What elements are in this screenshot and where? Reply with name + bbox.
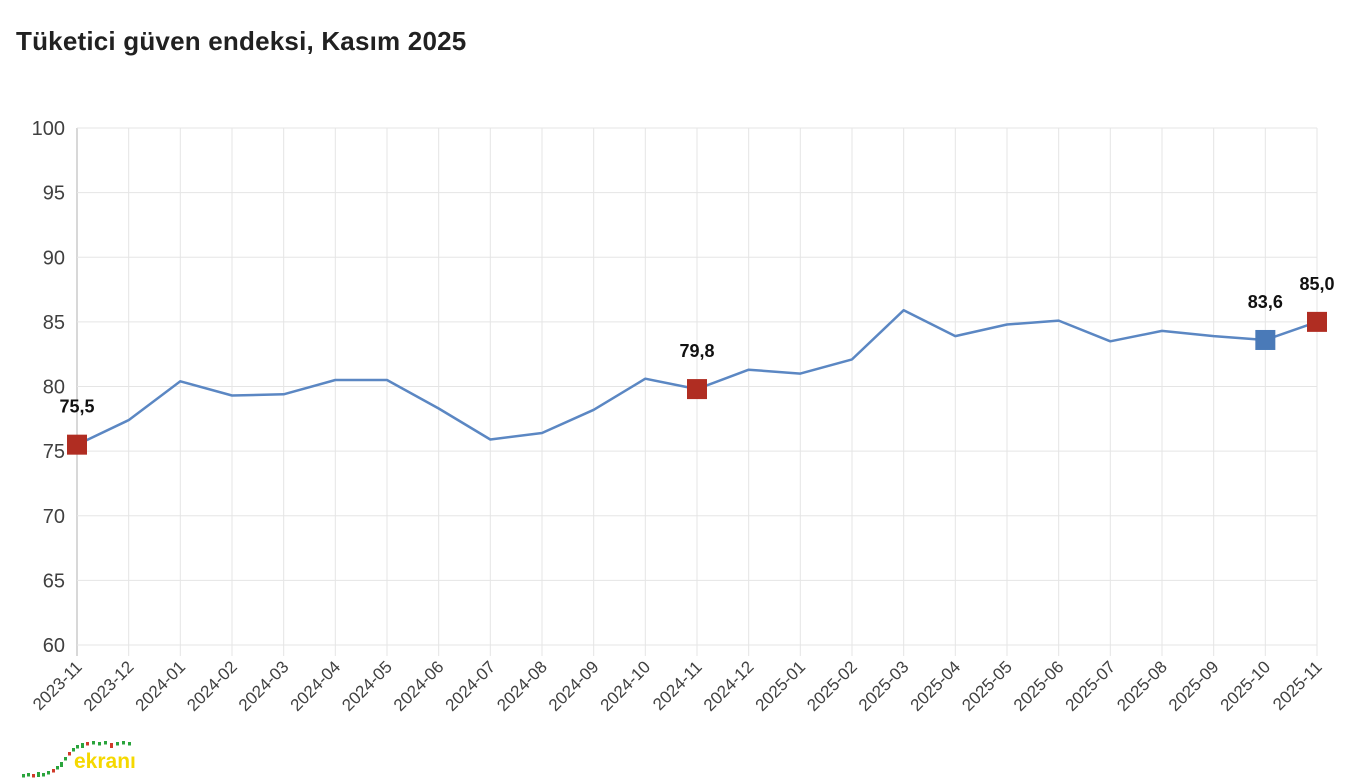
- x-tick-label: 2024-08: [493, 657, 551, 715]
- logo-candle-dot: [92, 741, 95, 745]
- logo-candle-dot: [32, 774, 35, 778]
- logo-candle-dot: [47, 771, 50, 775]
- x-tick-label: 2024-12: [700, 657, 758, 715]
- x-tick-label: 2025-01: [752, 657, 810, 715]
- logo-candle-dot: [64, 757, 67, 761]
- x-tick-label: 2024-02: [183, 657, 241, 715]
- y-tick-label: 70: [43, 506, 65, 528]
- logo-candle-dot: [37, 772, 40, 777]
- x-tick-label: 2024-10: [597, 657, 655, 715]
- logo-text: ekranı: [74, 750, 136, 773]
- data-point-marker[interactable]: [687, 379, 707, 400]
- x-tick-label: 2024-09: [545, 657, 603, 715]
- logo-candle-dot: [81, 743, 84, 748]
- x-tick-label: 2025-03: [855, 657, 913, 715]
- x-tick-label: 2023-12: [80, 657, 138, 715]
- x-tick-label: 2024-01: [132, 657, 190, 715]
- data-point-label: 85,0: [1299, 274, 1334, 294]
- y-tick-label: 65: [43, 570, 65, 592]
- y-tick-label: 100: [32, 118, 65, 140]
- y-tick-label: 95: [43, 183, 65, 205]
- x-tick-label: 2025-09: [1165, 657, 1223, 715]
- watermark-logo: ekranı: [16, 736, 276, 778]
- logo-candle-dot: [42, 773, 45, 777]
- logo-candle-dot: [128, 742, 131, 746]
- logo-candle-dot: [72, 748, 75, 752]
- x-tick-label: 2025-11: [1269, 657, 1326, 714]
- data-point-marker[interactable]: [1255, 329, 1276, 350]
- logo-candle-dot: [68, 752, 71, 756]
- page-title: Tüketici güven endeksi, Kasım 2025: [16, 26, 467, 56]
- logo-candlestick-icon: ekranı: [22, 741, 136, 778]
- x-tick-label: 2025-04: [907, 657, 965, 715]
- logo-candle-dot: [52, 769, 55, 773]
- logo-candle-dot: [86, 742, 89, 746]
- logo-candle-dot: [98, 742, 101, 746]
- y-tick-label: 75: [43, 441, 65, 463]
- x-tick-label: 2025-08: [1113, 657, 1171, 715]
- logo-candle-dot: [56, 766, 59, 770]
- data-point-label: 75,5: [59, 397, 94, 417]
- x-tick-label: 2025-07: [1062, 657, 1120, 715]
- logo-candle-dot: [27, 773, 30, 777]
- x-tick-label: 2024-11: [649, 657, 706, 714]
- logo-candle-dot: [22, 774, 25, 778]
- x-tick-label: 2025-10: [1217, 657, 1275, 715]
- logo-candle-dot: [60, 762, 63, 767]
- x-tick-label: 2023-11: [29, 657, 86, 714]
- logo-candle-dot: [110, 743, 113, 748]
- x-tick-label: 2024-06: [390, 657, 448, 715]
- x-tick-label: 2024-07: [442, 657, 500, 715]
- logo-candle-dot: [116, 742, 119, 746]
- logo-candle-dot: [122, 741, 125, 745]
- x-tick-label: 2024-05: [338, 657, 396, 715]
- y-tick-label: 60: [43, 635, 65, 657]
- x-tick-label: 2025-02: [803, 657, 861, 715]
- y-tick-label: 90: [43, 247, 65, 269]
- data-point-marker[interactable]: [67, 434, 87, 455]
- x-tick-label: 2025-05: [958, 657, 1016, 715]
- x-tick-label: 2024-04: [287, 657, 345, 715]
- y-tick-label: 85: [43, 312, 65, 334]
- logo-candle-dot: [76, 745, 79, 749]
- data-point-label: 79,8: [679, 341, 714, 361]
- logo-candle-dot: [104, 741, 107, 745]
- x-tick-label: 2024-03: [235, 657, 293, 715]
- y-tick-label: 80: [43, 377, 65, 399]
- data-point-marker[interactable]: [1307, 311, 1327, 332]
- data-point-label: 83,6: [1248, 292, 1283, 312]
- x-tick-label: 2025-06: [1010, 657, 1068, 715]
- chart-canvas[interactable]: 60 65 70 75 80 85 90 95 100 2023-112023-122024-01…: [0, 0, 1366, 760]
